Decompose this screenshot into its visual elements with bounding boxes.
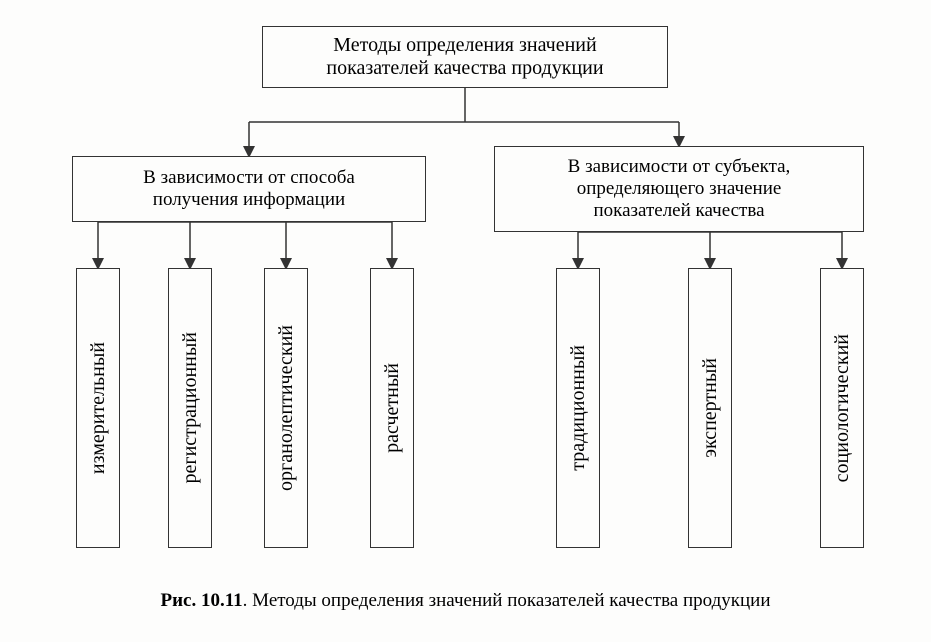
leaf-node: регистрационный [168, 268, 212, 548]
branch-right-line2: определяющего значение [568, 178, 791, 200]
root-line1: Методы определения значений [326, 34, 603, 57]
branch-node-left: В зависимости от способаполучения информ… [72, 156, 426, 222]
figure-caption: Рис. 10.11. Методы определения значений … [0, 590, 931, 612]
branch-right-line3: показателей качества [568, 200, 791, 222]
leaf-node: социологический [820, 268, 864, 548]
leaf-node: измерительный [76, 268, 120, 548]
branch-node-right: В зависимости от субъекта,определяющего … [494, 146, 864, 232]
caption-prefix: Рис. 10.11 [160, 590, 242, 611]
leaf-label: социологический [831, 334, 854, 482]
leaf-label: экспертный [699, 358, 722, 458]
root-line2: показателей качества продукции [326, 57, 603, 80]
leaf-node: традиционный [556, 268, 600, 548]
leaf-node: расчетный [370, 268, 414, 548]
leaf-label: расчетный [381, 363, 404, 453]
branch-left-line2: получения информации [143, 189, 355, 211]
root-node: Методы определения значений показателей … [262, 26, 668, 88]
leaf-label: регистрационный [179, 332, 202, 483]
leaf-node: экспертный [688, 268, 732, 548]
caption-text: . Методы определения значений показателе… [243, 590, 771, 611]
leaf-label: традиционный [567, 345, 590, 471]
leaf-label: измерительный [87, 342, 110, 474]
branch-left-line1: В зависимости от способа [143, 167, 355, 189]
branch-right-line1: В зависимости от субъекта, [568, 156, 791, 178]
connector-lines [0, 0, 931, 642]
leaf-node: органолептический [264, 268, 308, 548]
leaf-label: органолептический [275, 325, 298, 491]
